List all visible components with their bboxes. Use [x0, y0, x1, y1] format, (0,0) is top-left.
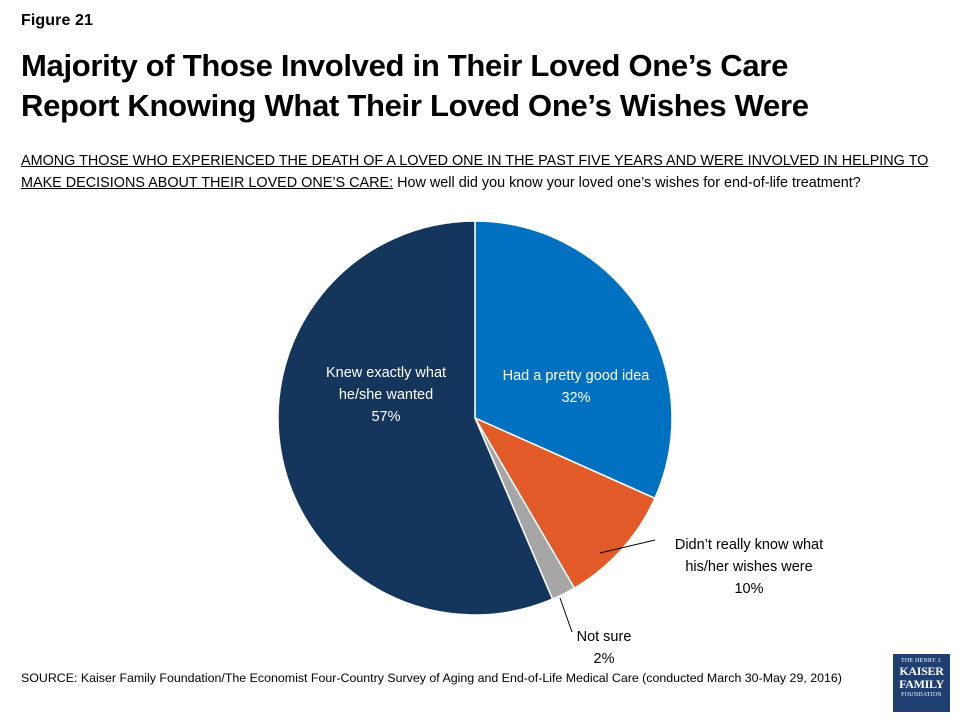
pie-category-label: his/her wishes were: [685, 559, 812, 575]
question-text: How well did you know your loved one’s w…: [397, 175, 861, 191]
survey-question: AMONG THOSE WHO EXPERIENCED THE DEATH OF…: [21, 150, 946, 194]
kff-logo: THE HENRY J. KAISER FAMILY FOUNDATION: [893, 654, 950, 712]
pie-slice-1: [473, 416, 656, 590]
pie-value-label: 32%: [561, 390, 590, 406]
logo-line-2: KAISER: [899, 664, 944, 678]
pie-labels: Had a pretty good idea 32% Didn’t really k…: [326, 365, 823, 667]
source-note: SOURCE: Kaiser Family Foundation/The Eco…: [21, 671, 842, 685]
pie-category-label: Not sure: [577, 629, 632, 645]
logo-line-4: FOUNDATION: [901, 692, 942, 698]
pie-category-label: he/she wanted: [339, 387, 433, 403]
question-population: AMONG THOSE WHO EXPERIENCED THE DEATH OF…: [21, 153, 929, 191]
pie-label-3: Knew exactly what he/she wanted 57%: [326, 365, 446, 425]
pie-slice-0: [474, 220, 673, 500]
pie-leader-lines: [559, 539, 656, 633]
pie-label-0: Had a pretty good idea 32%: [503, 368, 651, 406]
pie-value-label: 10%: [734, 581, 763, 597]
pie-slices: [277, 220, 673, 616]
pie-slice-3: [277, 220, 554, 616]
pie-leader-line-1: [599, 539, 656, 554]
page-title: Majority of Those Involved in Their Love…: [21, 46, 941, 126]
pie-value-label: 2%: [594, 651, 615, 667]
pie-label-1: Didn’t really know what his/her wishes we…: [675, 537, 823, 597]
pie-label-2: Not sure 2%: [577, 629, 632, 667]
pie-category-label: Didn’t really know what: [675, 537, 823, 553]
title-line-1: Majority of Those Involved in Their Love…: [21, 48, 789, 83]
pie-value-label: 57%: [371, 409, 400, 425]
title-line-2: Report Knowing What Their Loved One’s Wi…: [21, 88, 809, 123]
logo-line-1: THE HENRY J.: [900, 658, 942, 664]
pie-category-label: Knew exactly what: [326, 365, 446, 381]
pie-category-label: Had a pretty good idea: [503, 368, 651, 384]
pie-leader-line-2: [559, 597, 573, 633]
logo-line-3: FAMILY: [899, 677, 944, 691]
figure-label: Figure 21: [21, 12, 94, 29]
